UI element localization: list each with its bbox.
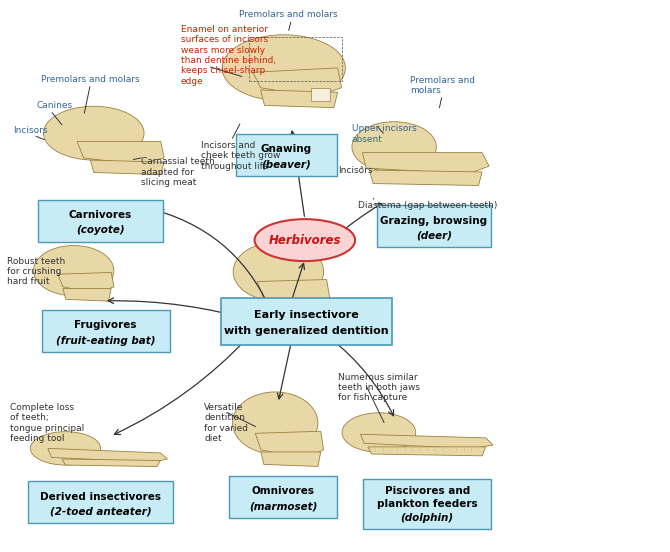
Text: Robust teeth
for crushing
hard fruit: Robust teeth for crushing hard fruit — [7, 257, 65, 286]
Text: Frugivores: Frugivores — [74, 320, 137, 331]
Ellipse shape — [44, 106, 144, 160]
FancyBboxPatch shape — [38, 200, 163, 242]
Polygon shape — [48, 448, 168, 462]
Text: Herbivores: Herbivores — [269, 233, 341, 247]
Polygon shape — [261, 90, 338, 108]
Text: Numerous similar
teeth in both jaws
for fish capture: Numerous similar teeth in both jaws for … — [338, 373, 420, 402]
Ellipse shape — [352, 121, 436, 172]
Text: (2-toed anteater): (2-toed anteater) — [50, 507, 151, 517]
Text: Canines: Canines — [37, 102, 73, 110]
Text: (marmoset): (marmoset) — [249, 501, 318, 512]
Text: plankton feeders: plankton feeders — [377, 498, 478, 509]
Text: (fruit-eating bat): (fruit-eating bat) — [56, 336, 155, 346]
Polygon shape — [257, 279, 330, 305]
Text: (dolphin): (dolphin) — [401, 513, 454, 523]
Text: Complete loss
of teeth;
tongue principal
feeding tool: Complete loss of teeth; tongue principal… — [10, 403, 84, 443]
Polygon shape — [362, 153, 489, 174]
FancyBboxPatch shape — [28, 481, 173, 523]
Text: (coyote): (coyote) — [76, 225, 125, 236]
Text: Diastema (gap between teeth): Diastema (gap between teeth) — [358, 201, 498, 210]
FancyBboxPatch shape — [42, 310, 170, 352]
Ellipse shape — [233, 242, 324, 301]
Polygon shape — [77, 141, 164, 164]
Text: Versatile
dentition
for varied
diet: Versatile dentition for varied diet — [204, 403, 249, 443]
Polygon shape — [370, 170, 482, 185]
Text: Piscivores and: Piscivores and — [385, 486, 470, 496]
Text: (deer): (deer) — [416, 231, 452, 241]
Text: Enamel on anterior
surfaces of incisors
wears more slowly
than dentine behind,
k: Enamel on anterior surfaces of incisors … — [181, 25, 276, 86]
Text: Derived insectivores: Derived insectivores — [40, 491, 161, 502]
Polygon shape — [368, 447, 486, 456]
Ellipse shape — [232, 392, 318, 454]
Text: Incisors and
cheek teeth grow
throughout life: Incisors and cheek teeth grow throughout… — [201, 141, 280, 171]
Ellipse shape — [34, 246, 114, 296]
Polygon shape — [311, 88, 330, 101]
FancyBboxPatch shape — [221, 298, 392, 345]
Text: Carnivores: Carnivores — [69, 210, 132, 220]
Text: with generalized dentition: with generalized dentition — [224, 326, 389, 336]
Polygon shape — [360, 434, 493, 449]
Polygon shape — [62, 459, 161, 466]
Text: Incisors: Incisors — [13, 126, 48, 135]
Ellipse shape — [30, 432, 100, 465]
Text: Upper incisors
absent: Upper incisors absent — [352, 124, 417, 144]
Text: Omnivores: Omnivores — [251, 486, 315, 496]
Polygon shape — [90, 160, 164, 174]
Polygon shape — [261, 452, 321, 466]
FancyBboxPatch shape — [229, 476, 337, 518]
Text: Early insectivore: Early insectivore — [254, 310, 359, 320]
FancyBboxPatch shape — [236, 134, 337, 176]
Text: Incisors: Incisors — [338, 166, 373, 174]
Text: Premolars and molars: Premolars and molars — [41, 75, 140, 84]
FancyBboxPatch shape — [377, 205, 491, 247]
Text: Premolars and
molars: Premolars and molars — [409, 76, 475, 95]
Text: Grazing, browsing: Grazing, browsing — [381, 215, 487, 226]
Polygon shape — [255, 431, 324, 458]
Text: Premolars and molars: Premolars and molars — [239, 10, 338, 19]
Ellipse shape — [342, 413, 415, 452]
Polygon shape — [58, 273, 114, 294]
Polygon shape — [263, 299, 327, 314]
Polygon shape — [63, 289, 111, 301]
Text: (beaver): (beaver) — [261, 159, 312, 169]
Ellipse shape — [222, 35, 346, 101]
Text: Carnassial teeth
adapted for
slicing meat: Carnassial teeth adapted for slicing mea… — [141, 157, 214, 187]
Polygon shape — [253, 68, 342, 97]
Text: Gnawing: Gnawing — [261, 144, 312, 154]
Ellipse shape — [255, 219, 355, 261]
FancyBboxPatch shape — [363, 479, 491, 529]
